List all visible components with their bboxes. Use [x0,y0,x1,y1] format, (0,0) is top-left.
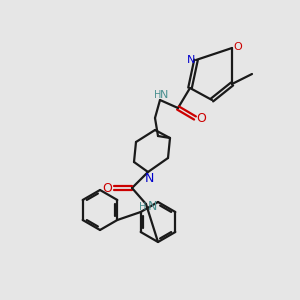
Text: N: N [147,200,157,214]
Text: O: O [234,42,242,52]
Text: N: N [160,90,168,100]
Text: O: O [102,182,112,194]
Text: N: N [187,55,195,65]
Text: N: N [144,172,154,184]
Text: H: H [139,202,147,212]
Text: H: H [154,90,162,100]
Text: O: O [196,112,206,124]
